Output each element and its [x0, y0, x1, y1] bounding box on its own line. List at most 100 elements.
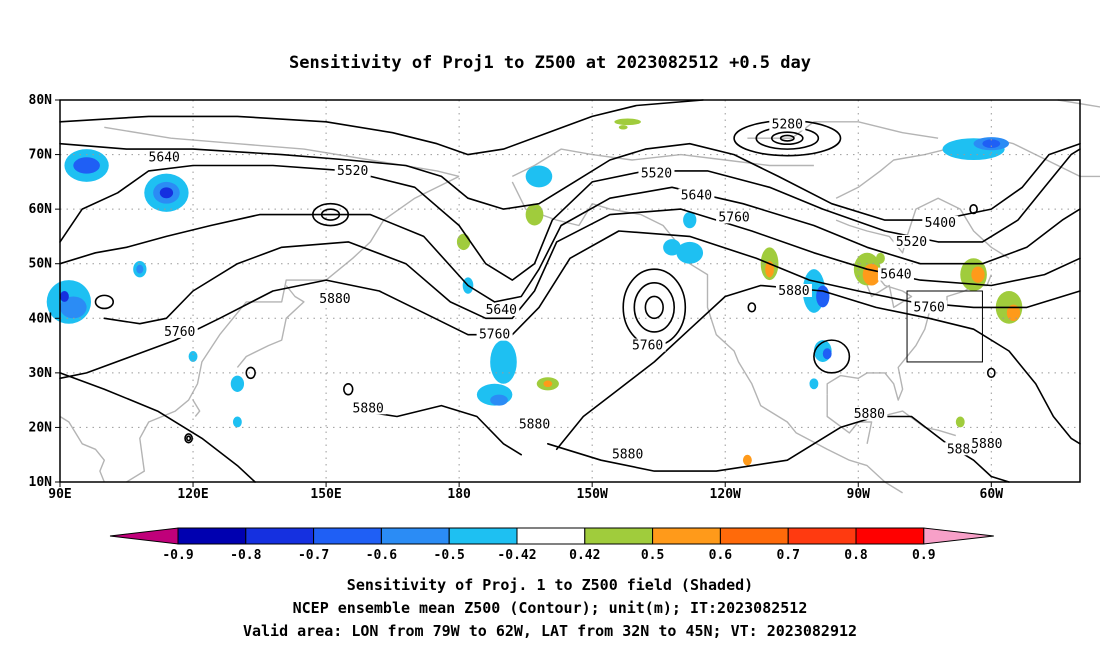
- contour-label: 5640: [149, 150, 180, 165]
- colorbar-label: 0.8: [844, 548, 868, 563]
- z500-contour-line: [360, 404, 522, 456]
- coastline: [236, 285, 305, 368]
- longitude-label: 150W: [577, 487, 608, 502]
- sensitivity-patch: [862, 263, 881, 286]
- contour-label: 5520: [896, 235, 927, 250]
- colorbar-swatch: [313, 527, 382, 545]
- sensitivity-patch: [683, 211, 697, 229]
- latitude-label: 80N: [29, 93, 53, 108]
- longitude-label: 90W: [847, 487, 871, 502]
- z500-closed-contour: [343, 382, 354, 396]
- contour-label: 5520: [641, 167, 672, 182]
- contour-label: 5520: [337, 164, 368, 179]
- map-frame: [59, 99, 1081, 483]
- sensitivity-patch: [59, 296, 87, 319]
- sensitivity-patch: [614, 118, 641, 126]
- contour-label: 5640: [681, 189, 712, 204]
- colorbar-swatch: [787, 527, 857, 545]
- figure-title: Sensitivity of Proj1 to Z500 at 20230825…: [289, 53, 811, 73]
- contour-label-mask: [629, 338, 666, 352]
- contour-label: 5880: [519, 418, 550, 433]
- sensitivity-patch: [971, 266, 985, 283]
- contour-label-mask: [922, 215, 959, 229]
- sensitivity-patch: [676, 241, 704, 264]
- sensitivity-patch: [1006, 304, 1021, 322]
- coastline: [126, 175, 460, 483]
- z500-closed-contour: [184, 433, 193, 444]
- z500-contour-line: [547, 415, 1010, 483]
- latitude-labels: 80N 70N 60N 50N 40N 30N 20N 10N: [29, 93, 60, 490]
- sensitivity-patch: [822, 348, 832, 360]
- contour-label-mask: [146, 150, 183, 164]
- z500-closed-contour: [770, 131, 804, 146]
- z500-closed-contour: [94, 294, 115, 310]
- longitude-labels: 90E 120E 150E 180 150W 120W 90W 60W: [48, 482, 1003, 502]
- contour-label: 5880: [971, 437, 1002, 452]
- contour-label-mask: [769, 117, 806, 131]
- colorbar-swatch: [855, 527, 925, 545]
- longitude-label: 90E: [48, 487, 71, 502]
- colorbar-label: -0.7: [298, 548, 329, 563]
- contour-labels: 5280 5640 5520 5520 5640 5760 5400 5520 5640 5880…: [146, 117, 1005, 463]
- contour-label: 5760: [718, 210, 749, 225]
- sensitivity-shading: [46, 118, 1023, 466]
- z500-contour-line: [59, 186, 1081, 303]
- map-panel: 5280 5640 5520 5520 5640 5760 5400 5520 5640 5880…: [46, 99, 1100, 494]
- sensitivity-patch: [456, 233, 471, 251]
- coastline: [192, 399, 201, 417]
- contour-label: 5640: [880, 268, 911, 283]
- sensitivity-patch: [230, 375, 245, 392]
- latitude-label: 60N: [29, 202, 53, 217]
- z500-closed-contour: [644, 295, 664, 320]
- longitude-label: 120E: [177, 487, 208, 502]
- caption-line-3: Valid area: LON from 79W to 62W, LAT fro…: [243, 622, 857, 640]
- z500-closed-contour: [813, 339, 851, 374]
- z500-contour-line: [59, 372, 256, 483]
- z500-closed-contour: [969, 203, 978, 215]
- colorbar-label: 0.9: [912, 548, 935, 563]
- colorbar-swatch: [584, 527, 654, 545]
- z500-closed-contour: [245, 366, 256, 380]
- longitude-label: 180: [447, 487, 471, 502]
- colorbar-high-triangle: [923, 527, 994, 545]
- sensitivity-patch: [159, 187, 174, 199]
- coastline: [511, 181, 903, 494]
- contour-label-mask: [476, 327, 513, 341]
- contour-label-mask: [877, 267, 914, 281]
- latitude-label: 40N: [29, 311, 53, 326]
- valid-area-box: [906, 290, 983, 363]
- sensitivity-patch: [525, 165, 553, 188]
- coastline: [835, 148, 948, 199]
- contour-label: 5400: [925, 216, 956, 231]
- colorbar-label: -0.5: [434, 548, 465, 563]
- contour-label: 5760: [479, 328, 510, 343]
- contour-label: 5760: [632, 339, 663, 354]
- coastline: [511, 148, 814, 178]
- sensitivity-patch: [73, 157, 100, 174]
- colorbar-label: -0.8: [230, 548, 261, 563]
- contour-label-mask: [316, 292, 353, 306]
- contour-label-mask: [638, 166, 675, 180]
- coastline: [835, 197, 1010, 259]
- contour-label-mask: [968, 436, 1005, 450]
- sensitivity-patch: [490, 340, 517, 384]
- colorbar-swatch: [719, 527, 789, 545]
- colorbar-swatch: [652, 527, 721, 545]
- z500-closed-contour: [186, 435, 192, 442]
- colorbar-swatch: [177, 527, 247, 545]
- longitude-label: 120W: [710, 487, 741, 502]
- z500-contour-line: [59, 148, 1081, 281]
- z500-contour-line: [59, 99, 704, 156]
- contour-label: 5760: [914, 300, 945, 315]
- z500-closed-contour: [747, 302, 757, 313]
- colorbar-swatch: [245, 527, 315, 545]
- contour-label-mask: [334, 163, 371, 177]
- contour-label: 5880: [353, 401, 384, 416]
- contour-label-mask: [851, 406, 888, 420]
- contour-label-mask: [893, 234, 930, 248]
- colorbar-label: 0.42: [569, 548, 600, 563]
- colorbar-label: 0.7: [776, 548, 799, 563]
- contour-label: 5280: [772, 118, 803, 133]
- sensitivity-patch: [543, 380, 553, 388]
- sensitivity-patch: [60, 291, 69, 302]
